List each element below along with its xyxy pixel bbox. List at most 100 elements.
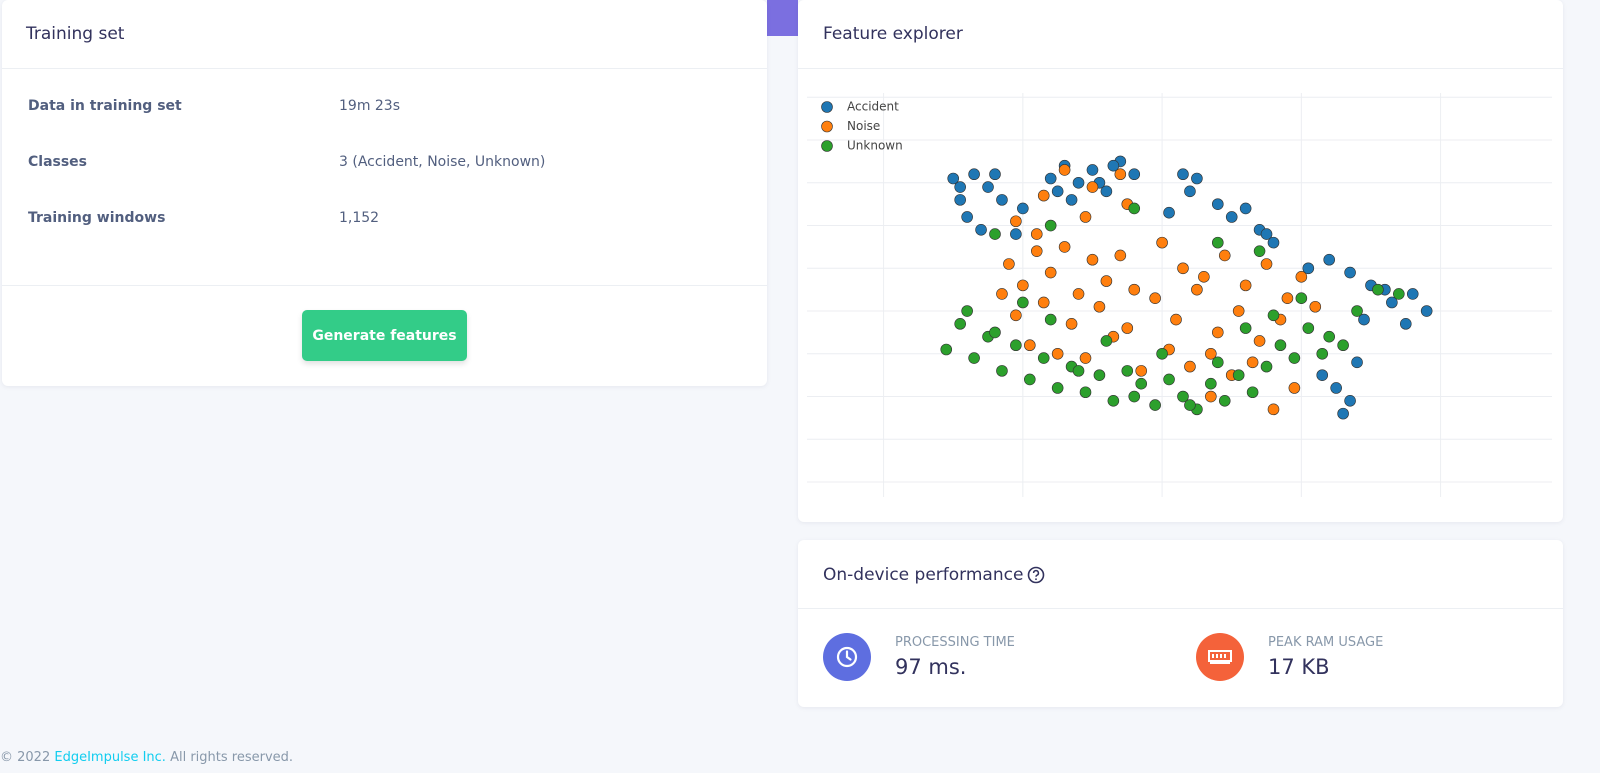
scatter-point xyxy=(1135,377,1148,390)
metric-label: PEAK RAM USAGE xyxy=(1268,635,1384,650)
scatter-point xyxy=(1044,172,1057,185)
scatter-point xyxy=(1051,347,1064,360)
scatter-point xyxy=(1239,322,1252,334)
scatter-point xyxy=(1302,322,1315,334)
legend-label: Noise xyxy=(847,119,880,133)
card-title: Training set xyxy=(26,24,125,44)
scatter-point xyxy=(1010,215,1022,228)
legend-label: Accident xyxy=(847,100,899,114)
scatter-point xyxy=(1128,168,1141,181)
row-label: Data in training set xyxy=(28,98,182,114)
scatter-point xyxy=(1107,395,1120,407)
scatter-point xyxy=(996,194,1008,206)
scatter-point xyxy=(1337,407,1349,420)
scatter-point xyxy=(954,318,966,330)
scatter-point xyxy=(1420,305,1433,317)
scatter-point xyxy=(1044,266,1057,279)
scatter-point xyxy=(989,228,1001,240)
scatter-point xyxy=(1010,309,1022,322)
scatter-point xyxy=(1065,318,1078,330)
scatter-point xyxy=(1198,271,1210,283)
scatter-point xyxy=(1316,369,1329,381)
scatter-point xyxy=(954,194,966,206)
scatter-point xyxy=(1128,390,1141,403)
scatter-point xyxy=(1218,249,1231,262)
scatter-point xyxy=(989,168,1001,181)
metric-value: 17 KB xyxy=(1268,655,1330,679)
generate-button[interactable]: Generate features xyxy=(302,310,467,361)
scatter-point xyxy=(1177,390,1189,403)
scatter-point xyxy=(1323,253,1335,266)
scatter-point xyxy=(1288,382,1301,394)
scatter-point xyxy=(940,343,953,356)
scatter-point xyxy=(1211,326,1224,339)
scatter-point xyxy=(1184,399,1196,411)
header-strip xyxy=(767,0,798,36)
scatter-point xyxy=(1225,211,1238,223)
scatter-point xyxy=(1044,313,1057,326)
row-value: 3 (Accident, Noise, Unknown) xyxy=(339,154,546,170)
scatter-point xyxy=(1323,330,1335,343)
scatter-point xyxy=(1072,176,1085,189)
scatter-point xyxy=(1406,288,1419,300)
scatter-point xyxy=(1093,300,1106,313)
legend-marker xyxy=(821,120,833,133)
scatter-point xyxy=(947,172,960,185)
footer-text: © 2022 xyxy=(0,750,51,765)
scatter-point xyxy=(975,224,987,236)
scatter-point xyxy=(1051,185,1064,198)
scatter-point xyxy=(1288,352,1301,364)
scatter-point xyxy=(1100,335,1113,347)
scatter-point xyxy=(1184,360,1196,373)
scatter-point xyxy=(1149,399,1161,411)
scatter-point xyxy=(1121,322,1134,334)
scatter-point xyxy=(1072,365,1085,377)
legend-marker xyxy=(821,101,833,113)
help-icon[interactable] xyxy=(1026,565,1046,585)
scatter-point xyxy=(1393,288,1405,300)
footer-link[interactable]: EdgeImpulse Inc. xyxy=(54,750,166,765)
scatter-point xyxy=(1239,202,1252,215)
scatter-point xyxy=(1267,403,1280,416)
scatter-point xyxy=(1205,390,1217,403)
scatter-point xyxy=(1170,313,1182,326)
scatter-point xyxy=(1372,283,1384,296)
scatter-point xyxy=(1079,352,1092,364)
scatter-point xyxy=(1260,258,1273,270)
metric-value: 97 ms. xyxy=(895,655,967,679)
scatter-point xyxy=(1386,296,1398,309)
scatter-point xyxy=(1253,245,1266,257)
scatter-point xyxy=(1024,373,1036,386)
scatter-point xyxy=(1260,228,1273,240)
scatter-point xyxy=(1267,236,1280,249)
scatter-point xyxy=(1232,369,1245,381)
scatter-point xyxy=(1302,262,1315,275)
row-label: Classes xyxy=(28,154,88,170)
scatter-point xyxy=(1086,181,1099,193)
scatter-point xyxy=(1205,377,1217,390)
scatter-point xyxy=(1205,347,1217,360)
scatter-point xyxy=(1253,335,1266,347)
scatter-point xyxy=(1344,266,1356,279)
scatter-point xyxy=(1135,365,1148,377)
ram-icon xyxy=(1196,633,1244,681)
scatter-point xyxy=(1010,339,1022,352)
scatter-point xyxy=(1044,219,1057,232)
scatter-point xyxy=(1030,245,1043,257)
scatter-point xyxy=(1017,202,1029,215)
scatter-point xyxy=(1211,198,1224,210)
scatter-point xyxy=(1003,258,1015,270)
scatter-point xyxy=(1114,168,1127,181)
scatter-point xyxy=(1017,296,1029,309)
scatter-point xyxy=(1010,228,1022,240)
scatter-point xyxy=(1079,211,1092,223)
scatter-point xyxy=(1260,360,1273,373)
card-title: On-device performance xyxy=(823,565,1024,585)
scatter-point xyxy=(1114,249,1127,262)
legend-label: Unknown xyxy=(847,139,903,153)
scatter-point xyxy=(1163,206,1175,219)
scatter-point xyxy=(1358,313,1370,326)
scatter-point xyxy=(1037,189,1050,202)
scatter-point xyxy=(1267,309,1280,322)
